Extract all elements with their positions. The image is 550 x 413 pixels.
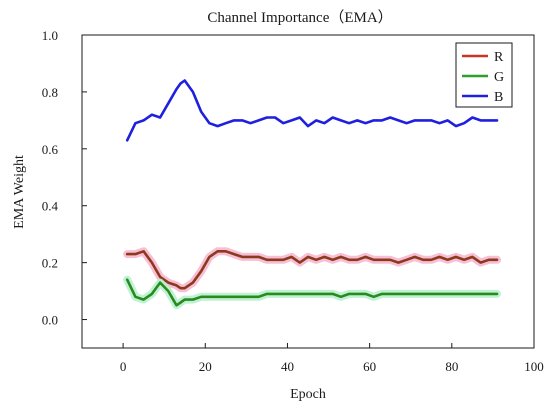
plot-frame xyxy=(81,34,535,349)
y-tick-label: 0.4 xyxy=(42,199,59,214)
tick-labels: 0 20 40 60 80 100 0.0 0.2 0.4 0.6 0.8 1.0 xyxy=(42,28,544,374)
y-tick-label: 0.0 xyxy=(42,313,58,328)
legend-label-r: R xyxy=(494,50,504,65)
legend: RGB xyxy=(455,42,513,108)
legend-label-b: B xyxy=(494,90,503,105)
x-tick-label: 20 xyxy=(199,359,212,374)
series-line-r xyxy=(125,250,499,290)
y-tick-label: 1.0 xyxy=(42,28,58,43)
legend-label-g: G xyxy=(494,70,504,85)
series-line-g xyxy=(125,278,499,307)
x-axis-label: Epoch xyxy=(290,387,326,402)
chart-title: Channel Importance（EMA） xyxy=(207,9,392,26)
x-tick-label: 100 xyxy=(524,359,544,374)
series-line-b xyxy=(125,79,499,142)
x-tick-label: 60 xyxy=(363,359,376,374)
y-tick-label: 0.6 xyxy=(42,142,59,157)
x-tick-label: 40 xyxy=(281,359,294,374)
y-axis-label: EMA Weight xyxy=(12,155,27,229)
y-tick-label: 0.2 xyxy=(42,256,58,271)
series-lines xyxy=(123,79,501,310)
tick-marks xyxy=(82,34,535,348)
x-tick-label: 80 xyxy=(445,359,458,374)
x-tick-label: 0 xyxy=(120,359,127,374)
y-tick-label: 0.8 xyxy=(42,85,58,100)
